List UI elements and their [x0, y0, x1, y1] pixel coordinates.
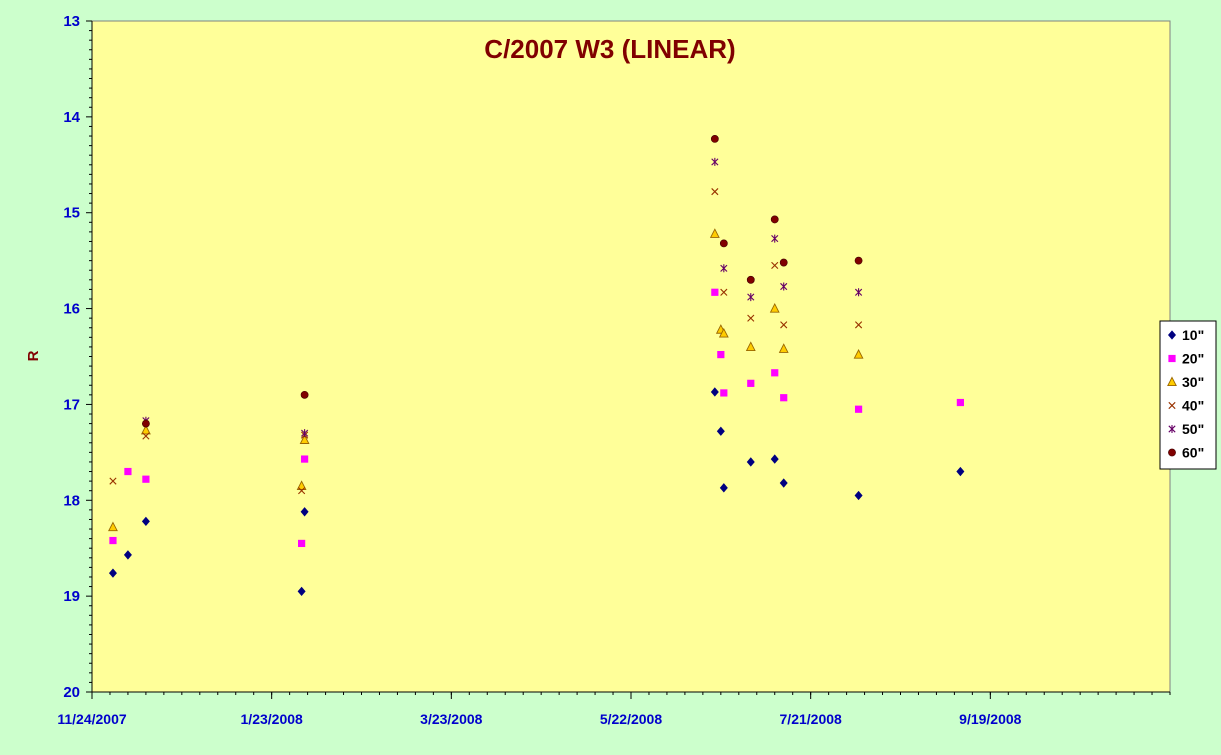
- data-point: [771, 234, 779, 243]
- data-point: [745, 341, 756, 351]
- data-point: [709, 228, 720, 238]
- data-point: [142, 432, 150, 440]
- legend-label: 50": [1182, 421, 1204, 437]
- data-point: [711, 188, 719, 196]
- data-point: [141, 516, 150, 527]
- data-point: [720, 264, 728, 273]
- x-tick-label: 7/21/2008: [780, 711, 842, 727]
- y-tick-label: 15: [63, 205, 80, 222]
- y-tick-label: 19: [63, 588, 80, 605]
- y-tick-label: 18: [63, 492, 80, 509]
- legend-marker: [1168, 330, 1176, 340]
- data-point: [771, 369, 779, 377]
- data-point: [301, 455, 309, 463]
- data-point: [780, 394, 788, 402]
- series-1: [108, 387, 965, 597]
- y-axis-label: R: [25, 350, 42, 361]
- data-point: [298, 539, 306, 548]
- y-tick-label: 20: [63, 684, 80, 701]
- data-point: [746, 457, 755, 467]
- data-point: [124, 467, 132, 476]
- legend: 10" 20" 30" 40" 50" 60": [1159, 320, 1217, 470]
- data-point: [780, 321, 788, 329]
- data-point: [956, 398, 964, 407]
- data-point: [956, 466, 965, 477]
- data-point: [719, 239, 728, 248]
- data-point: [109, 477, 117, 485]
- series-4: [109, 188, 863, 495]
- data-point: [298, 487, 306, 495]
- data-point: [747, 379, 755, 387]
- series-2: [109, 288, 964, 548]
- legend-marker: [1167, 376, 1177, 387]
- data-point: [780, 282, 788, 291]
- data-point: [771, 261, 779, 270]
- data-point: [770, 454, 779, 464]
- data-point: [300, 507, 309, 517]
- x-tick-label: 1/23/2008: [241, 711, 303, 727]
- data-point: [710, 135, 719, 143]
- data-point: [854, 490, 863, 501]
- data-point: [770, 215, 779, 224]
- legend-label: 60": [1182, 445, 1204, 461]
- data-point: [718, 327, 729, 338]
- data-point: [779, 478, 788, 488]
- data-point: [854, 288, 863, 297]
- data-point: [141, 419, 150, 428]
- data-point: [299, 434, 310, 444]
- data-point: [747, 314, 755, 322]
- data-point: [711, 288, 719, 296]
- data-point: [716, 426, 725, 436]
- data-point: [711, 157, 719, 166]
- y-tick-label: 14: [63, 109, 80, 126]
- legend-marker: [1168, 425, 1176, 433]
- data-point: [123, 550, 132, 560]
- y-tick-label: 16: [63, 301, 80, 318]
- data-point: [719, 483, 728, 493]
- data-point: [720, 288, 728, 296]
- legend-marker: [1168, 354, 1176, 363]
- x-tick-label: 5/22/2008: [600, 711, 662, 727]
- series-6: [141, 135, 863, 428]
- chart-title: C/2007 W3 (LINEAR): [484, 34, 735, 64]
- data-point: [296, 480, 307, 490]
- data-point: [109, 536, 117, 545]
- legend-label: 20": [1182, 351, 1204, 367]
- data-point: [140, 424, 151, 435]
- data-point: [854, 256, 863, 265]
- data-point: [142, 475, 150, 483]
- legend-label: 30": [1182, 374, 1204, 390]
- data-point: [720, 389, 728, 397]
- data-point: [717, 350, 725, 359]
- data-point: [108, 568, 117, 578]
- legend-marker: [1168, 401, 1176, 410]
- legend-box: [1159, 320, 1217, 470]
- legend-label: 10": [1182, 327, 1204, 343]
- data-point: [769, 302, 780, 313]
- data-point: [301, 429, 309, 438]
- data-point: [779, 258, 788, 267]
- legend-marker: [1168, 448, 1176, 457]
- data-point: [297, 586, 306, 597]
- y-tick-label: 17: [63, 396, 80, 413]
- x-tick-label: 11/24/2007: [57, 711, 127, 727]
- y-tick-label: 13: [63, 13, 80, 30]
- x-tick-label: 3/23/2008: [420, 711, 482, 727]
- data-point: [854, 321, 863, 329]
- data-point: [853, 348, 864, 359]
- data-point: [747, 293, 755, 302]
- data-point: [854, 405, 863, 413]
- plot-area: [91, 20, 1171, 693]
- series-3: [108, 228, 864, 532]
- data-point: [300, 390, 309, 399]
- data-point: [746, 275, 755, 284]
- data-point: [108, 521, 118, 532]
- legend-label: 40": [1182, 398, 1204, 414]
- x-tick-label: 9/19/2008: [959, 711, 1021, 727]
- data-point: [778, 343, 789, 353]
- data-point: [710, 387, 719, 397]
